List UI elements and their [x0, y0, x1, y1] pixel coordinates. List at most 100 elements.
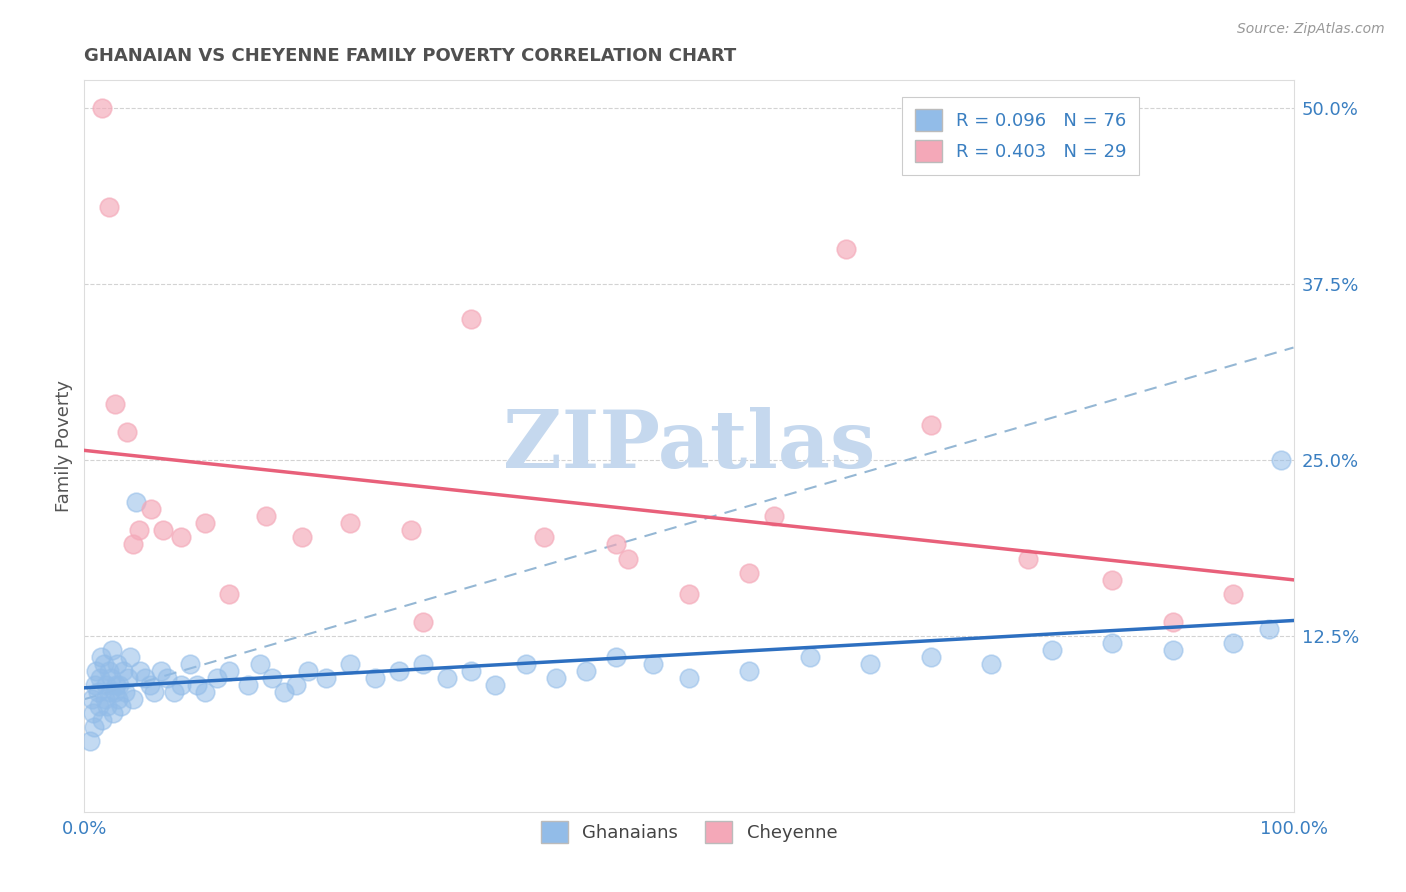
Point: [80, 692, 103, 706]
Point: [129, 664, 152, 678]
Point: [1101, 573, 1123, 587]
Point: [315, 671, 337, 685]
Point: [460, 664, 482, 678]
Point: [1270, 453, 1292, 467]
Point: [1040, 643, 1063, 657]
Point: [920, 650, 942, 665]
Point: [86, 664, 108, 678]
Point: [1222, 636, 1244, 650]
Point: [128, 524, 150, 538]
Point: [93, 657, 115, 671]
Point: [533, 530, 555, 544]
Point: [273, 685, 295, 699]
Point: [79, 734, 101, 748]
Point: [112, 664, 135, 678]
Point: [412, 615, 434, 629]
Point: [97, 200, 120, 214]
Point: [249, 657, 271, 671]
Point: [120, 650, 142, 665]
Point: [1161, 615, 1184, 629]
Point: [138, 678, 160, 692]
Point: [218, 587, 240, 601]
Point: [762, 509, 785, 524]
Point: [170, 678, 193, 692]
Point: [155, 671, 177, 685]
Point: [83, 720, 105, 734]
Point: [108, 678, 131, 692]
Point: [1222, 587, 1244, 601]
Point: [89, 671, 111, 685]
Point: [94, 692, 117, 706]
Point: [291, 530, 314, 544]
Point: [1101, 636, 1123, 650]
Point: [103, 706, 125, 721]
Point: [98, 685, 121, 699]
Point: [97, 664, 120, 678]
Point: [515, 657, 537, 671]
Point: [91, 714, 114, 728]
Point: [297, 664, 319, 678]
Point: [399, 524, 422, 538]
Point: [104, 678, 127, 692]
Point: [1017, 551, 1039, 566]
Point: [186, 678, 208, 692]
Point: [218, 664, 240, 678]
Point: [143, 685, 166, 699]
Point: [115, 425, 138, 439]
Point: [100, 671, 122, 685]
Point: [363, 671, 385, 685]
Point: [104, 397, 127, 411]
Point: [835, 242, 858, 256]
Point: [678, 587, 700, 601]
Point: [91, 102, 114, 116]
Point: [388, 664, 411, 678]
Point: [484, 678, 506, 692]
Point: [617, 551, 640, 566]
Point: [149, 664, 172, 678]
Point: [339, 516, 361, 531]
Point: [544, 671, 567, 685]
Point: [575, 664, 598, 678]
Point: [107, 692, 129, 706]
Point: [194, 685, 217, 699]
Point: [117, 671, 139, 685]
Point: [110, 699, 132, 714]
Point: [260, 671, 283, 685]
Point: [738, 664, 761, 678]
Point: [82, 706, 104, 721]
Point: [920, 417, 942, 432]
Point: [105, 657, 128, 671]
Y-axis label: Family Poverty: Family Poverty: [55, 380, 73, 512]
Point: [605, 537, 627, 551]
Point: [678, 671, 700, 685]
Point: [179, 657, 201, 671]
Point: [412, 657, 434, 671]
Point: [1161, 643, 1184, 657]
Point: [125, 495, 148, 509]
Point: [605, 650, 627, 665]
Point: [980, 657, 1002, 671]
Point: [139, 502, 162, 516]
Point: [94, 678, 117, 692]
Point: [254, 509, 277, 524]
Point: [134, 671, 156, 685]
Point: [121, 692, 143, 706]
Text: Source: ZipAtlas.com: Source: ZipAtlas.com: [1237, 22, 1385, 37]
Point: [163, 685, 186, 699]
Point: [152, 524, 174, 538]
Point: [236, 678, 259, 692]
Point: [641, 657, 664, 671]
Point: [194, 516, 217, 531]
Point: [84, 678, 107, 692]
Point: [207, 671, 229, 685]
Text: ZIPatlas: ZIPatlas: [503, 407, 875, 485]
Text: GHANAIAN VS CHEYENNE FAMILY POVERTY CORRELATION CHART: GHANAIAN VS CHEYENNE FAMILY POVERTY CORR…: [84, 47, 737, 65]
Point: [285, 678, 308, 692]
Point: [799, 650, 821, 665]
Point: [96, 699, 118, 714]
Point: [460, 312, 482, 326]
Point: [339, 657, 361, 671]
Point: [104, 685, 127, 699]
Point: [859, 657, 882, 671]
Point: [436, 671, 458, 685]
